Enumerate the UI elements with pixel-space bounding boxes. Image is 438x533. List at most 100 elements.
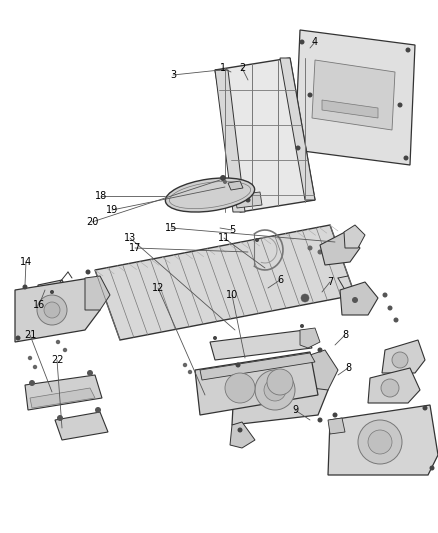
Circle shape: [382, 293, 388, 297]
Polygon shape: [30, 388, 95, 408]
Circle shape: [246, 198, 251, 203]
Circle shape: [220, 175, 226, 181]
Polygon shape: [322, 100, 378, 118]
Text: 15: 15: [165, 223, 177, 233]
Text: 2: 2: [239, 63, 245, 73]
Polygon shape: [95, 225, 355, 340]
Polygon shape: [328, 418, 345, 434]
Circle shape: [318, 348, 322, 352]
Circle shape: [63, 348, 67, 352]
Circle shape: [388, 305, 392, 311]
Circle shape: [332, 413, 338, 417]
Polygon shape: [295, 30, 415, 165]
Text: 4: 4: [312, 37, 318, 47]
Circle shape: [95, 407, 101, 413]
Circle shape: [307, 246, 312, 251]
Circle shape: [44, 302, 60, 318]
Circle shape: [300, 324, 304, 328]
Circle shape: [22, 285, 28, 289]
Circle shape: [213, 336, 217, 340]
Text: 8: 8: [342, 330, 348, 340]
Polygon shape: [235, 192, 262, 208]
Text: 1: 1: [220, 63, 226, 73]
Circle shape: [403, 156, 409, 160]
Polygon shape: [15, 278, 100, 342]
Text: 22: 22: [51, 355, 63, 365]
Circle shape: [406, 47, 410, 52]
Text: 6: 6: [277, 275, 283, 285]
Text: 5: 5: [229, 225, 235, 235]
Circle shape: [300, 39, 304, 44]
Polygon shape: [382, 340, 425, 373]
Circle shape: [188, 370, 192, 374]
Circle shape: [352, 297, 358, 303]
Text: 12: 12: [152, 283, 164, 293]
Polygon shape: [55, 412, 108, 440]
Circle shape: [85, 270, 91, 274]
Circle shape: [358, 420, 402, 464]
Text: 14: 14: [20, 257, 32, 267]
Circle shape: [318, 417, 322, 423]
Circle shape: [328, 255, 332, 261]
Circle shape: [368, 430, 392, 454]
Circle shape: [56, 340, 60, 344]
Polygon shape: [25, 375, 102, 410]
Circle shape: [301, 294, 309, 302]
Polygon shape: [85, 276, 110, 310]
Text: 13: 13: [124, 233, 136, 243]
Circle shape: [87, 370, 93, 376]
Polygon shape: [312, 60, 395, 130]
Circle shape: [223, 180, 227, 184]
Circle shape: [57, 415, 63, 421]
Circle shape: [423, 406, 427, 410]
Text: 19: 19: [106, 205, 118, 215]
Circle shape: [237, 427, 243, 432]
Polygon shape: [344, 225, 365, 248]
Polygon shape: [232, 355, 328, 425]
Circle shape: [15, 335, 21, 341]
Text: 17: 17: [129, 243, 141, 253]
Text: 21: 21: [24, 330, 36, 340]
Circle shape: [392, 352, 408, 368]
Polygon shape: [38, 280, 70, 308]
Polygon shape: [328, 405, 438, 475]
Polygon shape: [200, 353, 315, 380]
Circle shape: [29, 380, 35, 386]
Polygon shape: [215, 70, 245, 212]
Polygon shape: [300, 328, 320, 348]
Polygon shape: [310, 350, 338, 390]
Circle shape: [37, 295, 67, 325]
Polygon shape: [340, 282, 378, 315]
Polygon shape: [228, 181, 243, 190]
Circle shape: [28, 356, 32, 360]
Circle shape: [183, 363, 187, 367]
Circle shape: [296, 146, 300, 150]
Text: 11: 11: [218, 233, 230, 243]
Polygon shape: [195, 352, 318, 415]
Text: 20: 20: [86, 217, 98, 227]
Circle shape: [264, 379, 286, 401]
Text: 18: 18: [95, 191, 107, 201]
Polygon shape: [320, 232, 360, 265]
Text: 10: 10: [226, 290, 238, 300]
Circle shape: [50, 290, 54, 294]
Polygon shape: [215, 58, 315, 212]
Text: 3: 3: [170, 70, 176, 80]
Text: 16: 16: [33, 300, 45, 310]
Polygon shape: [210, 330, 312, 360]
Circle shape: [398, 102, 403, 108]
Polygon shape: [368, 368, 420, 403]
Polygon shape: [230, 422, 255, 448]
Circle shape: [430, 465, 434, 471]
Circle shape: [318, 249, 322, 254]
Ellipse shape: [166, 178, 254, 212]
Circle shape: [236, 362, 240, 367]
Circle shape: [307, 93, 312, 98]
Circle shape: [225, 373, 255, 403]
Circle shape: [381, 379, 399, 397]
Text: 7: 7: [327, 277, 333, 287]
Text: 8: 8: [345, 363, 351, 373]
Text: 9: 9: [292, 405, 298, 415]
Circle shape: [255, 370, 295, 410]
Circle shape: [393, 318, 399, 322]
